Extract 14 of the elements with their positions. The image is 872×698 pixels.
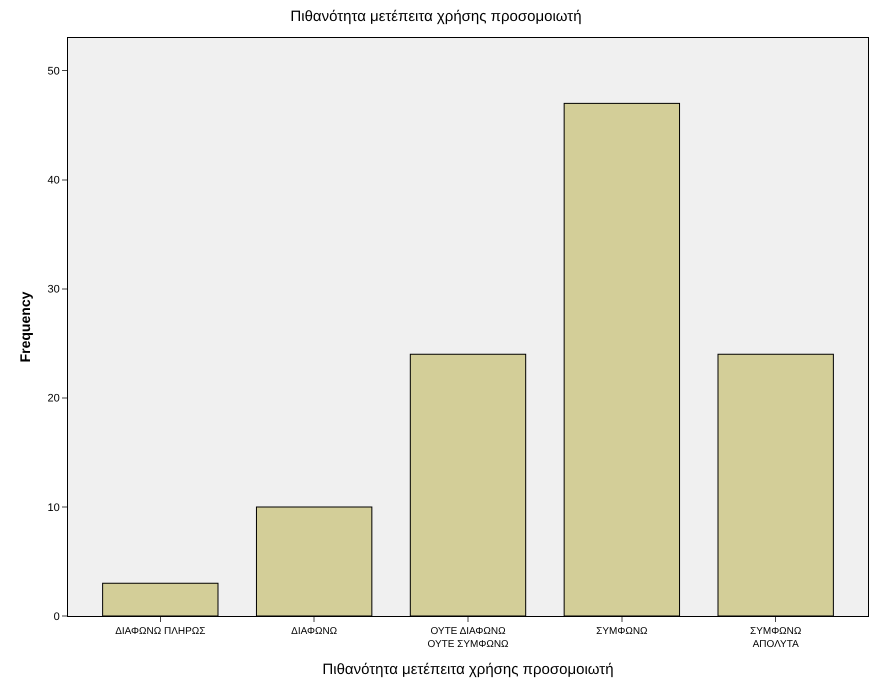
- y-tick-label: 40: [48, 174, 60, 187]
- y-tick-label: 10: [48, 502, 60, 514]
- x-tick-label: ΔΙΑΦΩΝΩ ΠΛΗΡΩΣ: [115, 626, 206, 637]
- x-tick-label: ΔΙΑΦΩΝΩ: [291, 626, 338, 637]
- y-tick-label: 0: [54, 610, 60, 623]
- y-tick-label: 50: [48, 66, 60, 78]
- x-tick-label: ΟΥΤΕ ΔΙΑΦΩΝΩ ΟΥΤΕ ΣΥΜΦΩΝΩ: [427, 626, 510, 650]
- x-tick-label: ΣΥΜΦΩΝΩ ΑΠΟΛΥΤΑ: [750, 626, 802, 650]
- y-tick-label: 20: [48, 392, 60, 405]
- y-tick-label: 30: [48, 284, 60, 296]
- y-axis-title: Frequency: [17, 291, 33, 362]
- x-axis-title: Πιθανότητα μετέπειτα χρήσης προσομοιωτή: [322, 661, 614, 678]
- chart-title: Πιθανότητα μετέπειτα χρήσης προσομοιωτή: [290, 8, 582, 25]
- x-tick-label: ΣΥΜΦΩΝΩ: [596, 626, 648, 637]
